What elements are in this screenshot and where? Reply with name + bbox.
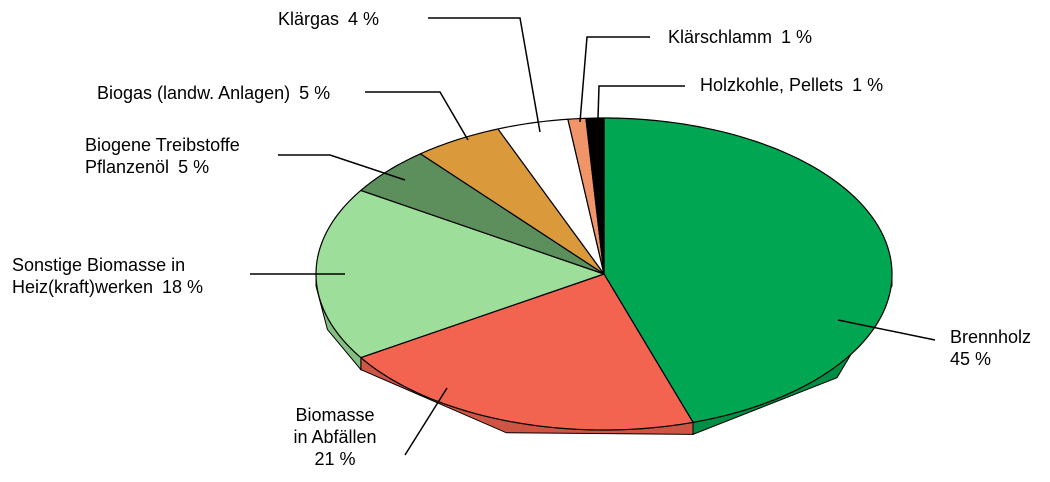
slice-label: Holzkohle, Pellets 1 %	[700, 74, 883, 96]
slice	[360, 153, 605, 275]
value-label: 5 %	[178, 157, 210, 177]
value-label: 21 %	[314, 449, 356, 469]
slice	[603, 117, 893, 423]
slice-label: Klärschlamm 1 %	[668, 26, 812, 48]
category-label: Klärgas	[278, 9, 340, 29]
category-label: Biomasse in Abfällen	[293, 405, 377, 447]
leader-line	[579, 36, 650, 123]
leader-line	[837, 319, 936, 341]
slice-label: Biogas (landw. Anlagen) 5 %	[97, 82, 330, 104]
slice	[497, 118, 605, 275]
slice	[419, 128, 605, 275]
category-label: Brennholz	[950, 327, 1032, 347]
slice-label: Klärgas 4 %	[278, 8, 379, 30]
category-label: Holzkohle, Pellets	[700, 75, 844, 95]
slice-label: Biomasse in Abfällen 21 %	[290, 404, 380, 470]
category-label: Biogene Treibstoffe Pflanzenöl	[85, 135, 240, 177]
value-label: 45 %	[950, 349, 992, 369]
value-label: 18 %	[162, 277, 204, 297]
value-label: 1 %	[781, 27, 813, 47]
value-label: 1 %	[852, 75, 884, 95]
category-label: Sonstige Biomasse in Heiz(kraft)werken	[12, 255, 186, 297]
leader-line	[428, 17, 541, 133]
slice	[585, 117, 605, 275]
leader-line	[597, 85, 685, 119]
value-label: 4 %	[348, 9, 380, 29]
slice-label: Biogene Treibstoffe Pflanzenöl 5 %	[85, 134, 240, 178]
value-label: 5 %	[299, 83, 331, 103]
leader-line	[404, 387, 448, 456]
slice	[360, 273, 694, 431]
leader-line	[278, 154, 406, 181]
slice-label: Sonstige Biomasse in Heiz(kraft)werken 1…	[12, 254, 203, 298]
leader-line	[365, 91, 469, 141]
category-label: Klärschlamm	[668, 27, 773, 47]
slice-label: Brennholz 45 %	[950, 326, 1031, 370]
category-label: Biogas (landw. Anlagen)	[97, 83, 291, 103]
